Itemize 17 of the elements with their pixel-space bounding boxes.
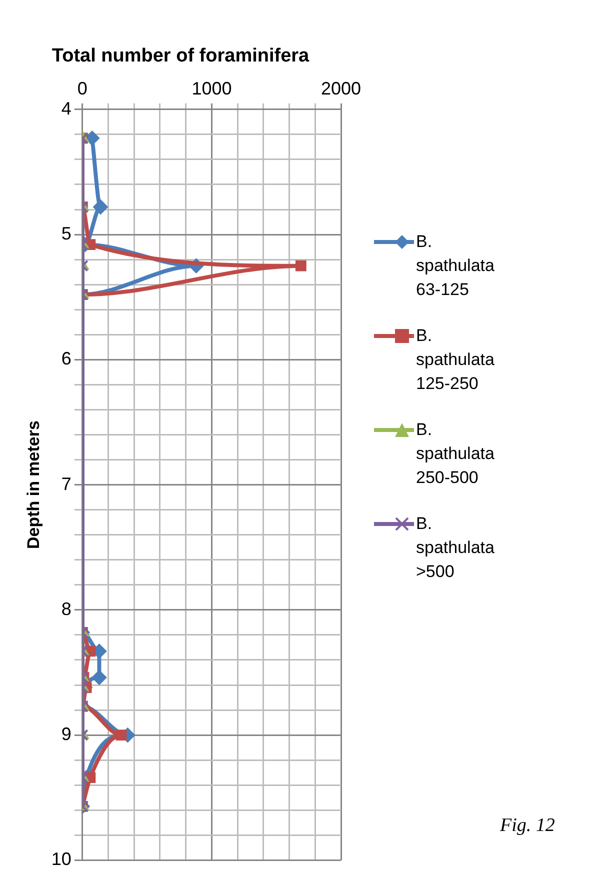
chart-title: Total number of foraminifera — [52, 46, 310, 67]
y-tick-label: 8 — [61, 598, 72, 619]
y-tick-label: 4 — [61, 98, 72, 118]
legend-label: B. spathulata >500 — [416, 513, 496, 583]
y-axis-title: Depth in meters — [24, 420, 43, 550]
x-tick-label: 1000 — [192, 78, 232, 99]
y-tick-label: 6 — [61, 348, 72, 369]
legend-label: B. spathulata 63-125 — [416, 231, 496, 301]
x-tick-label: 0 — [77, 78, 88, 99]
y-tick-label: 10 — [51, 849, 72, 870]
legend-label: B. spathulata 250-500 — [416, 419, 496, 489]
y-tick-label: 5 — [61, 224, 72, 244]
x-tick-label: 2000 — [320, 78, 362, 99]
legend-label: B. spathulata 125-250 — [416, 325, 496, 395]
caption: Fig. 12 — [500, 815, 555, 837]
y-tick-label: 9 — [61, 724, 72, 744]
y-tick-label: 7 — [61, 474, 72, 494]
